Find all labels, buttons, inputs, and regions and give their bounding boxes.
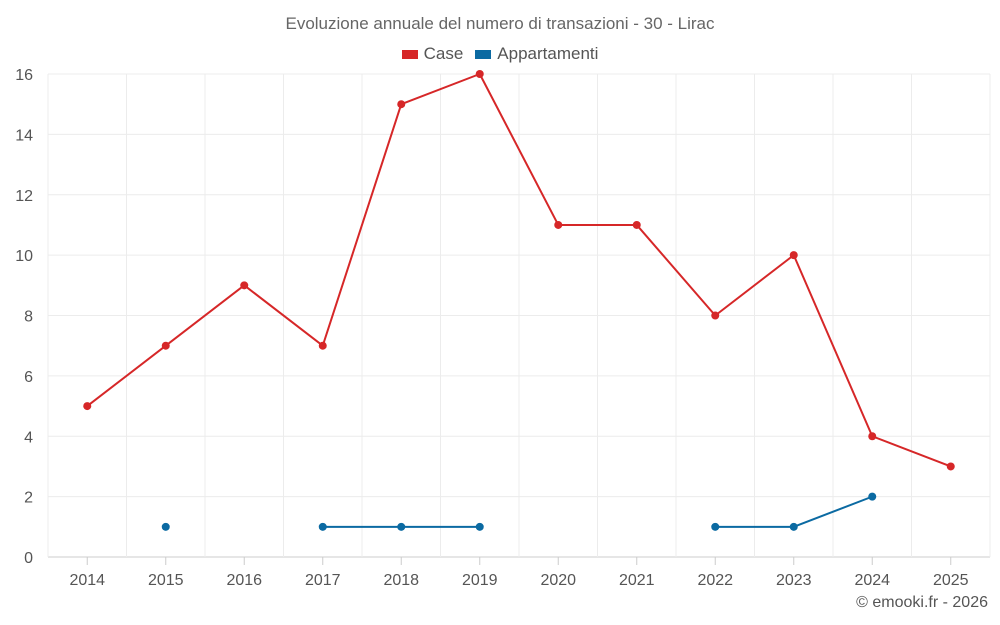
legend-swatch-case (401, 49, 418, 59)
y-tick-label: 16 (15, 67, 33, 84)
y-tick-label: 4 (24, 429, 33, 446)
x-tick-label: 2018 (383, 572, 419, 589)
data-point-appartamenti (711, 522, 720, 531)
x-tick-label: 2019 (462, 572, 498, 589)
data-point-appartamenti (789, 522, 798, 531)
x-tick-label: 2025 (933, 572, 969, 589)
data-point-appartamenti (161, 522, 170, 531)
data-point-case (397, 100, 406, 109)
x-tick-label: 2015 (148, 572, 184, 589)
x-tick-label: 2024 (854, 572, 890, 589)
data-point-case (868, 432, 877, 441)
legend-item-case[interactable]: Case (401, 44, 464, 64)
y-tick-label: 14 (15, 127, 33, 144)
data-point-appartamenti (397, 522, 406, 531)
y-tick-label: 6 (24, 369, 33, 386)
y-tick-label: 2 (24, 490, 33, 507)
data-point-case (83, 402, 92, 411)
data-point-case (711, 311, 720, 320)
y-tick-label: 10 (15, 248, 33, 265)
legend-item-appartamenti[interactable]: Appartamenti (475, 44, 598, 64)
data-point-case (475, 70, 484, 78)
legend: Case Appartamenti (0, 44, 1000, 64)
legend-label-appartamenti: Appartamenti (497, 44, 599, 63)
x-tick-label: 2022 (697, 572, 733, 589)
y-tick-label: 12 (15, 188, 33, 205)
x-tick-label: 2020 (540, 572, 576, 589)
data-point-case (946, 462, 955, 471)
data-point-case (161, 341, 170, 350)
y-tick-label: 0 (24, 550, 33, 567)
series-line-appartamenti (715, 495, 873, 528)
data-point-case (240, 281, 249, 290)
series-line-case (86, 73, 952, 468)
data-point-case (554, 220, 563, 229)
x-tick-label: 2017 (305, 572, 341, 589)
data-point-appartamenti (475, 522, 484, 531)
x-tick-label: 2023 (776, 572, 812, 589)
legend-label-case: Case (423, 44, 464, 63)
legend-swatch-appartamenti (475, 49, 492, 59)
data-point-case (318, 341, 327, 350)
x-tick-label: 2014 (69, 572, 105, 589)
y-tick-label: 8 (24, 309, 33, 326)
x-tick-label: 2016 (226, 572, 262, 589)
data-point-appartamenti (318, 522, 327, 531)
credit-text: © emooki.fr - 2026 (856, 594, 988, 611)
data-point-appartamenti (868, 492, 877, 501)
x-tick-label: 2021 (619, 572, 655, 589)
chart-title: Evoluzione annuale del numero di transaz… (285, 14, 715, 33)
data-point-case (632, 220, 641, 229)
data-point-case (789, 251, 798, 260)
